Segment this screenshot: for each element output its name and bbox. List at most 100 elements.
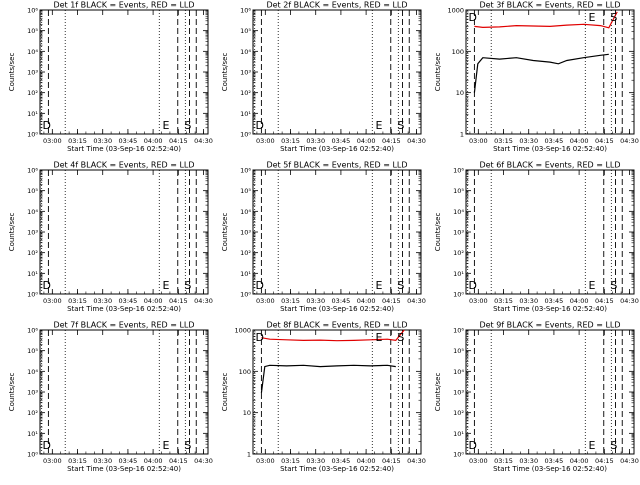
ytick-label: 10⁴ (27, 48, 38, 56)
xtick-label: 03:00 (469, 137, 488, 145)
x-axis-label: Start Time (03-Sep-16 02:52:40) (493, 145, 607, 153)
marker-d: D (468, 11, 476, 24)
xtick-label: 04:00 (570, 137, 589, 145)
ytick-label: 10² (453, 409, 464, 417)
y-axis-label: Counts/sec (221, 373, 229, 412)
xtick-label: 03:15 (494, 457, 513, 465)
ytick-label: 10⁴ (453, 368, 464, 376)
xtick-label: 03:00 (469, 297, 488, 305)
events-series-line (473, 53, 609, 93)
plot-title: Det 2f BLACK = Events, RED = LLD (266, 1, 407, 10)
marker-s: S (610, 279, 617, 292)
plot-panel-8: Det 8f BLACK = Events, RED = LLD 1 10 100 10… (221, 321, 426, 474)
marker-d: D (42, 119, 50, 132)
marker-d: D (468, 439, 476, 452)
xtick-label: 03:00 (43, 297, 62, 305)
marker-e: E (376, 279, 383, 292)
xtick-label: 04:15 (382, 457, 401, 465)
xtick-label: 04:30 (194, 137, 213, 145)
ytick-label: 1 (247, 451, 251, 459)
ytick-label: 10⁶ (27, 327, 38, 335)
xtick-label: 04:00 (357, 297, 376, 305)
ytick-label: 1000 (447, 7, 464, 15)
ytick-label: 10⁵ (27, 347, 38, 355)
xtick-label: 03:45 (119, 457, 138, 465)
ytick-label: 10⁴ (27, 368, 38, 376)
ytick-label: 10³ (453, 229, 464, 237)
xtick-label: 03:15 (68, 457, 87, 465)
ytick-label: 10⁰ (240, 291, 251, 299)
xtick-label: 04:30 (194, 457, 213, 465)
xtick-label: 03:45 (332, 297, 351, 305)
plot-frame (252, 329, 422, 455)
plot-frame (465, 9, 635, 135)
ytick-label: 100 (452, 48, 464, 56)
plot-title: Det 8f BLACK = Events, RED = LLD (266, 321, 407, 330)
marker-s: S (397, 119, 404, 132)
marker-s: S (184, 119, 191, 132)
xtick-label: 03:30 (93, 457, 112, 465)
xtick-label: 03:30 (519, 457, 538, 465)
xtick-label: 03:30 (306, 457, 325, 465)
marker-s: S (610, 439, 617, 452)
xtick-label: 04:30 (620, 297, 639, 305)
ytick-label: 10⁰ (27, 451, 38, 459)
xtick-label: 03:30 (93, 297, 112, 305)
x-axis-label: Start Time (03-Sep-16 02:52:40) (280, 145, 394, 153)
xtick-label: 03:15 (494, 297, 513, 305)
ytick-label: 10¹ (27, 430, 38, 438)
marker-s: S (397, 331, 404, 344)
ytick-label: 10⁰ (453, 291, 464, 299)
ytick-label: 10² (27, 409, 38, 417)
xtick-label: 04:30 (407, 457, 426, 465)
ytick-label: 10 (243, 409, 251, 417)
ytick-label: 10⁴ (453, 208, 464, 216)
xtick-label: 03:45 (332, 457, 351, 465)
xtick-label: 03:15 (494, 137, 513, 145)
ytick-label: 10² (240, 89, 251, 97)
ytick-label: 10⁵ (27, 27, 38, 35)
x-axis-label: Start Time (03-Sep-16 02:52:40) (280, 305, 394, 313)
xtick-label: 03:00 (256, 297, 275, 305)
ytick-label: 10⁶ (453, 167, 464, 175)
marker-d: D (255, 331, 263, 344)
xtick-label: 04:00 (570, 297, 589, 305)
y-axis-label: Counts/sec (8, 213, 16, 252)
ytick-label: 10⁵ (240, 187, 251, 195)
xtick-label: 03:15 (68, 137, 87, 145)
xtick-label: 03:00 (256, 457, 275, 465)
ytick-label: 10¹ (453, 270, 464, 278)
marker-d: D (42, 279, 50, 292)
xtick-label: 04:15 (169, 137, 188, 145)
marker-d: D (42, 439, 50, 452)
marker-e: E (163, 439, 170, 452)
marker-e: E (376, 331, 383, 344)
marker-s: S (184, 279, 191, 292)
ytick-label: 10⁶ (240, 167, 251, 175)
xtick-label: 03:45 (332, 137, 351, 145)
ytick-label: 10⁵ (240, 27, 251, 35)
ytick-label: 10³ (27, 389, 38, 397)
marker-s: S (610, 11, 617, 24)
plot-title: Det 5f BLACK = Events, RED = LLD (266, 161, 407, 170)
ytick-label: 10³ (453, 389, 464, 397)
xtick-label: 03:45 (119, 297, 138, 305)
x-axis-label: Start Time (03-Sep-16 02:52:40) (493, 305, 607, 313)
xtick-label: 04:15 (169, 297, 188, 305)
ytick-label: 10⁴ (240, 48, 251, 56)
ytick-label: 10⁴ (240, 208, 251, 216)
xtick-label: 04:00 (144, 297, 163, 305)
y-axis-label: Counts/sec (434, 213, 442, 252)
ytick-label: 10¹ (27, 270, 38, 278)
ytick-label: 10¹ (240, 270, 251, 278)
ytick-label: 10⁵ (27, 187, 38, 195)
xtick-label: 04:00 (357, 137, 376, 145)
ytick-label: 10⁶ (453, 327, 464, 335)
plot-title: Det 7f BLACK = Events, RED = LLD (53, 321, 194, 330)
plot-panel-1: Det 1f BLACK = Events, RED = LLD 10⁰ 10¹ 10… (8, 1, 213, 154)
xtick-label: 03:00 (43, 457, 62, 465)
xtick-label: 04:15 (595, 297, 614, 305)
y-axis-label: Counts/sec (434, 53, 442, 92)
xtick-label: 04:30 (620, 457, 639, 465)
